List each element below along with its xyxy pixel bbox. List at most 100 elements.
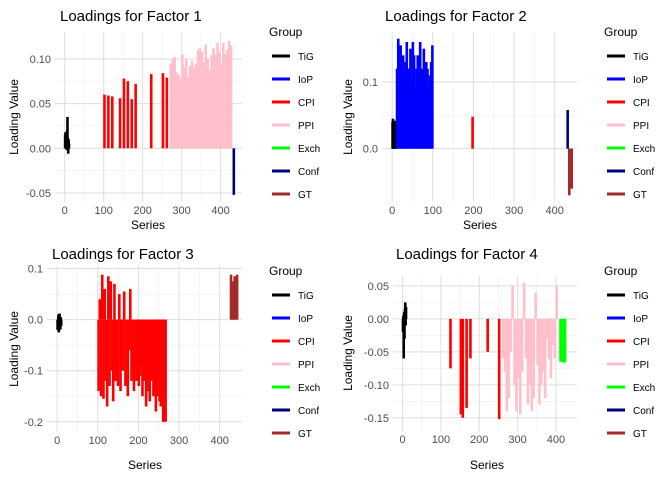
bar-tig	[67, 143, 71, 149]
bar-cpi	[107, 95, 110, 149]
bar-cpi	[126, 81, 130, 149]
legend-label-cpi: CPI	[633, 337, 650, 348]
legend-label-gt: GT	[298, 190, 312, 201]
bar-ppi	[551, 318, 555, 346]
bar-cpi	[469, 318, 472, 359]
y-axis-label: Loading Value	[7, 79, 21, 155]
bar-ppi	[553, 318, 557, 359]
bar-ppi	[520, 318, 524, 372]
bar-cpi	[486, 318, 489, 352]
legend-title: Group	[269, 264, 303, 278]
bar-ppi	[214, 54, 217, 149]
legend-label-tig: TiG	[633, 52, 649, 63]
bar-cpi	[110, 96, 114, 149]
x-tick-label: 300	[172, 205, 190, 217]
y-tick-label: -0.05	[364, 347, 389, 359]
bar-cpi	[128, 288, 132, 320]
x-tick-label: 0	[400, 434, 406, 446]
legend-label-iop: IoP	[633, 314, 648, 325]
bar-ppi	[210, 55, 213, 149]
chart-title: Loadings for Factor 4	[396, 246, 538, 263]
bar-ppi	[528, 318, 532, 385]
bar-cpi	[164, 319, 167, 422]
bar-ppi	[526, 318, 530, 405]
bar-ppi	[227, 40, 231, 149]
bar-cpi	[118, 294, 121, 320]
bar-ppi	[540, 318, 543, 385]
y-tick-label: 0.1	[28, 264, 43, 276]
x-axis-label: Series	[128, 458, 162, 472]
legend-label-tig: TiG	[298, 52, 314, 63]
legend-label-cpi: CPI	[298, 98, 315, 109]
legend-label-cpi: CPI	[298, 337, 315, 348]
legend-label-ppi: PPI	[298, 360, 314, 371]
x-axis-label: Series	[131, 218, 165, 232]
bar-cpi	[459, 318, 463, 415]
chart-title: Loadings for Factor 2	[385, 8, 527, 25]
bar-cpi	[98, 299, 102, 320]
bar-tig	[66, 117, 69, 149]
bar-conf	[566, 110, 569, 149]
x-tick-label: 300	[505, 205, 523, 217]
x-tick-label: 200	[470, 434, 488, 446]
bar-cpi	[122, 291, 126, 320]
bar-ppi	[202, 62, 206, 149]
bar-ppi	[200, 51, 204, 149]
bar-cpi	[161, 73, 165, 149]
y-tick-label: 0.05	[368, 281, 389, 293]
legend: Group TiG IoP CPI PPI Exch Conf GT	[604, 264, 655, 440]
bar-ppi	[229, 45, 233, 149]
bar-cpi	[97, 319, 100, 392]
bar-cpi	[100, 274, 104, 320]
x-axis-label: Series	[470, 458, 504, 472]
y-axis-label: Loading Value	[341, 315, 355, 391]
bar-cpi	[102, 319, 105, 399]
bar-cpi	[113, 283, 116, 320]
bar-ppi	[547, 318, 551, 359]
bar-ppi	[183, 67, 186, 149]
legend-label-ppi: PPI	[633, 360, 649, 371]
bar-cpi	[108, 319, 111, 387]
legend-title: Group	[604, 264, 638, 278]
y-tick-label: -0.10	[364, 380, 389, 392]
bar-ppi	[513, 318, 516, 385]
x-tick-label: 100	[89, 435, 107, 447]
legend-label-exch: Exch	[298, 144, 320, 155]
bar-cpi	[165, 77, 169, 149]
bar-ppi	[218, 51, 221, 149]
bar-ppi	[196, 49, 200, 149]
bar-ppi	[171, 58, 174, 149]
chart-title: Loadings for Factor 1	[60, 8, 202, 25]
y-axis-label: Loading Value	[7, 311, 21, 387]
y-tick-label: 0.0	[363, 144, 378, 156]
bar-ppi	[509, 318, 512, 352]
bar-ppi	[222, 42, 225, 149]
legend: Group TiG IoP CPI PPI Exch Conf GT	[269, 264, 320, 440]
bar-cpi	[122, 78, 126, 149]
factor-1-panel: 0 100 200 300 400 -0.05 0.00 0.05 0.10 Loadings f…	[7, 8, 320, 232]
y-tick-label: 0.0	[28, 315, 43, 327]
legend-label-iop: IoP	[298, 75, 313, 86]
bar-ppi	[179, 78, 182, 149]
legend-label-iop: IoP	[633, 75, 648, 86]
chart-title: Loadings for Factor 3	[52, 246, 194, 263]
legend-label-exch: Exch	[298, 383, 320, 394]
legend-label-conf: Conf	[633, 167, 654, 178]
bar-ppi	[184, 58, 188, 149]
x-tick-label: 400	[210, 435, 228, 447]
bar-ppi	[186, 76, 190, 149]
legend: Group TiG IoP CPI PPI Exch Conf GT	[269, 25, 320, 201]
bar-tig	[65, 148, 68, 151]
bar-ppi	[507, 318, 511, 399]
bar-cpi	[471, 116, 474, 149]
legend-title: Group	[604, 25, 638, 39]
legend-label-gt: GT	[298, 429, 312, 440]
bars	[401, 282, 567, 420]
y-tick-label: 0.05	[30, 99, 51, 111]
x-tick-label: 0	[389, 205, 395, 217]
bar-gt	[235, 274, 239, 320]
bar-cpi	[461, 318, 465, 418]
bar-ppi	[212, 48, 215, 149]
x-tick-label: 200	[133, 205, 151, 217]
